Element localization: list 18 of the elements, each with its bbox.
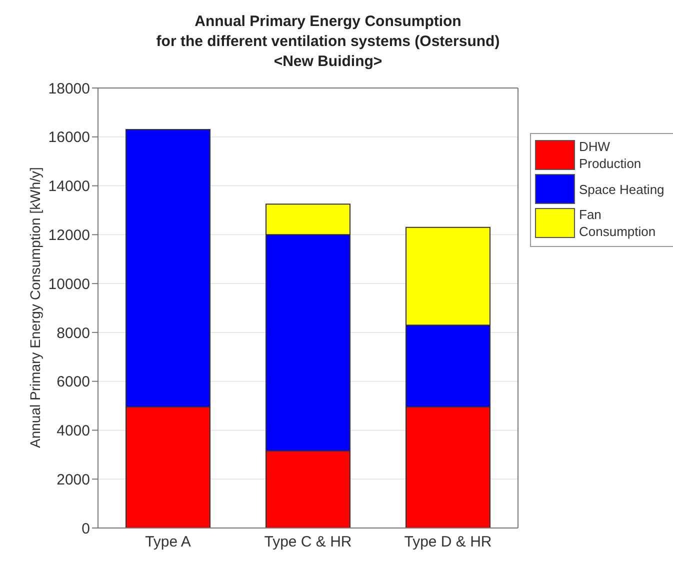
y-tick-label: 2000 <box>56 471 90 488</box>
legend-label: DHW Production <box>579 138 642 172</box>
legend-label: Space Heating <box>579 180 666 198</box>
y-tick-label: 10000 <box>48 276 90 293</box>
chart-title: Annual Primary Energy Consumption for the different ventilation systems (Ostersund) <New Buiding> <box>155 12 501 72</box>
y-tick-label: 12000 <box>48 226 90 244</box>
y-axis-title: Annual Primary Energy Consumption [kWh/y] <box>26 167 43 448</box>
y-tick-label: 8000 <box>56 324 90 342</box>
legend-label: Fan Consumption <box>579 206 657 240</box>
y-tick-label: 18000 <box>48 80 90 98</box>
x-tick-label: Type D & HR <box>404 534 492 551</box>
y-tick-label: 16000 <box>48 129 90 146</box>
x-tick-label: Type A <box>145 534 191 551</box>
y-tick-label: 14000 <box>48 178 90 196</box>
y-tick-label: 0 <box>82 520 90 538</box>
y-tick-label: 6000 <box>56 374 90 391</box>
x-tick-label: Type C & HR <box>264 534 352 551</box>
y-tick-label: 4000 <box>56 422 90 440</box>
